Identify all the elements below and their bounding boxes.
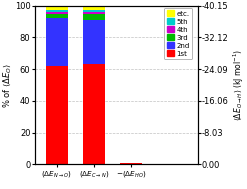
Y-axis label: % of $\langle\Delta E_O\rangle$: % of $\langle\Delta E_O\rangle$ xyxy=(1,63,13,108)
Bar xyxy=(46,18,68,66)
Bar xyxy=(46,14,68,18)
Bar xyxy=(46,12,68,14)
Bar xyxy=(83,64,105,164)
Y-axis label: $\langle\Delta E_{O\rightarrow H}\rangle$ (kJ mol$^{-1}$): $\langle\Delta E_{O\rightarrow H}\rangle… xyxy=(231,49,246,121)
Bar xyxy=(83,14,105,20)
Bar xyxy=(120,163,142,164)
Bar xyxy=(83,12,105,14)
Bar xyxy=(46,10,68,12)
Legend: etc., 5th, 4th, 3rd, 2nd, 1st: etc., 5th, 4th, 3rd, 2nd, 1st xyxy=(164,8,192,60)
Bar xyxy=(46,66,68,164)
Bar xyxy=(46,6,68,10)
Bar xyxy=(83,6,105,10)
Bar xyxy=(83,10,105,12)
Bar xyxy=(83,20,105,64)
